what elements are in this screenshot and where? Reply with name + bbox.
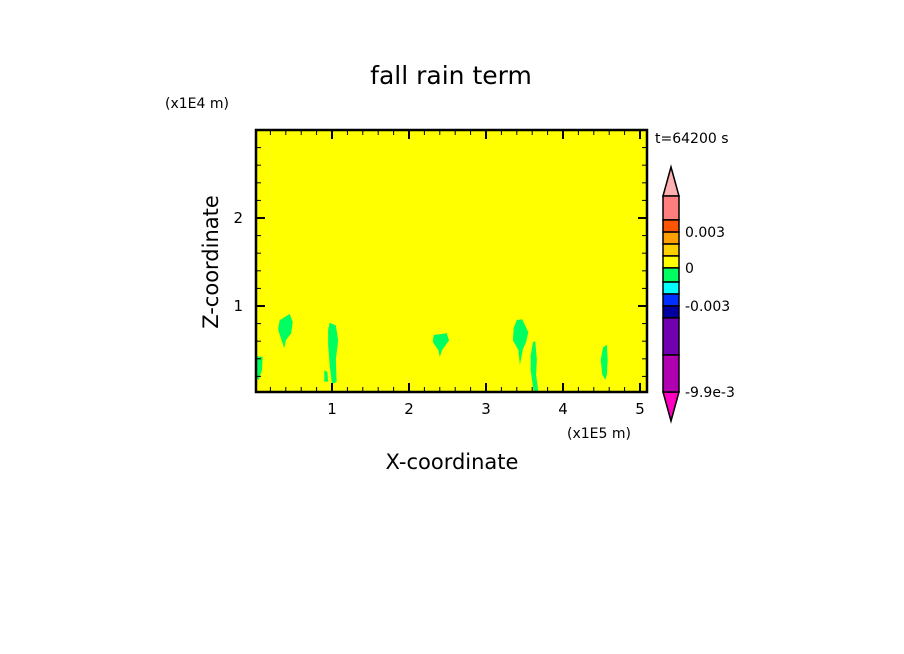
colorbar-label: 0.003 bbox=[685, 225, 725, 241]
x-tick-labels: 1 2 3 4 5 bbox=[327, 400, 645, 418]
colorbar-level bbox=[662, 219, 680, 233]
chart-title: fall rain term bbox=[370, 61, 532, 90]
y-tick-labels: 12 bbox=[233, 209, 243, 315]
time-label: t=64200 s bbox=[655, 131, 729, 147]
x-tick-label: 4 bbox=[558, 400, 568, 418]
x-tick-label: 5 bbox=[635, 400, 645, 418]
contour-region bbox=[432, 333, 450, 358]
colorbar-level bbox=[662, 281, 680, 295]
colorbar-level bbox=[662, 255, 680, 269]
colorbar-level bbox=[662, 243, 680, 257]
x-axis-label: X-coordinate bbox=[386, 450, 519, 474]
contour-region bbox=[278, 313, 293, 349]
plot-frame bbox=[254, 128, 649, 394]
y-tick-label: 2 bbox=[233, 209, 243, 227]
contour-region bbox=[328, 322, 339, 385]
colorbar-level bbox=[662, 317, 680, 356]
colorbar-label: -9.9e-3 bbox=[685, 385, 735, 401]
axis-ticks bbox=[256, 130, 647, 392]
colorbar-label: 0 bbox=[685, 261, 694, 277]
contour-regions bbox=[256, 313, 608, 392]
colorbar-level bbox=[662, 305, 680, 319]
x-tick-label: 2 bbox=[404, 400, 414, 418]
colorbar-level bbox=[662, 267, 680, 283]
plot-background bbox=[256, 130, 647, 392]
contour-region bbox=[324, 370, 329, 382]
contour-region bbox=[512, 319, 529, 365]
y-unit-label: (x1E4 m) bbox=[165, 96, 229, 112]
colorbar-level bbox=[662, 354, 680, 393]
contour-region bbox=[256, 356, 263, 380]
colorbar-level bbox=[662, 231, 680, 245]
x-unit-label: (x1E5 m) bbox=[567, 426, 631, 442]
y-axis-label: Z-coordinate bbox=[199, 195, 223, 329]
colorbar-over-triangle bbox=[662, 164, 680, 197]
contour-region bbox=[600, 344, 608, 380]
colorbar-label: -0.003 bbox=[685, 299, 730, 315]
colorbar: 0.003 0 -0.003 -9.9e-3 bbox=[662, 164, 735, 424]
colorbar-level bbox=[662, 195, 680, 221]
colorbar-under-triangle bbox=[662, 391, 680, 424]
y-tick-label: 1 bbox=[233, 297, 243, 315]
contour-region bbox=[530, 341, 539, 392]
x-tick-label: 1 bbox=[327, 400, 337, 418]
x-tick-label: 3 bbox=[481, 400, 491, 418]
colorbar-level bbox=[662, 293, 680, 307]
